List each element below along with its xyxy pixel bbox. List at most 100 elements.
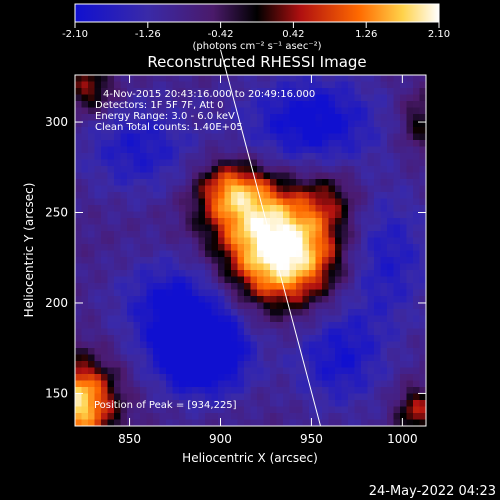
heatmap-pixel (237, 354, 245, 362)
heatmap-pixel (387, 211, 394, 219)
heatmap-pixel (361, 237, 368, 245)
heatmap-pixel (276, 153, 284, 160)
x-tick-label: 950 (300, 432, 323, 446)
heatmap-pixel (120, 94, 128, 102)
heatmap-pixel (413, 140, 420, 147)
heatmap-pixel (244, 101, 251, 108)
heatmap-pixel (276, 296, 284, 303)
heatmap-pixel (211, 335, 219, 342)
heatmap-pixel (296, 140, 303, 147)
heatmap-pixel (335, 315, 342, 323)
heatmap-pixel (296, 114, 303, 121)
heatmap-pixel (315, 172, 323, 180)
heatmap-pixel (224, 179, 232, 186)
heatmap-pixel (302, 153, 310, 160)
heatmap-pixel (380, 127, 388, 134)
heatmap-pixel (283, 88, 290, 95)
heatmap-pixel (250, 257, 258, 264)
heatmap-pixel (335, 393, 342, 401)
heatmap-pixel (114, 198, 121, 206)
heatmap-pixel (114, 94, 121, 102)
heatmap-pixel (127, 322, 134, 329)
heatmap-pixel (315, 198, 323, 206)
heatmap-pixel (198, 302, 206, 310)
heatmap-pixel (400, 341, 407, 349)
heatmap-pixel (380, 257, 388, 264)
heatmap-pixel (166, 283, 173, 290)
heatmap-pixel (361, 348, 368, 355)
heatmap-pixel (400, 406, 407, 414)
heatmap-pixel (387, 244, 394, 251)
heatmap-pixel (309, 380, 316, 388)
heatmap-pixel (153, 257, 160, 264)
heatmap-pixel (393, 367, 401, 375)
heatmap-pixel (328, 257, 336, 264)
heatmap-pixel (179, 348, 186, 355)
heatmap-pixel (146, 218, 154, 225)
heatmap-pixel (101, 328, 108, 336)
heatmap-pixel (101, 205, 108, 212)
heatmap-pixel (218, 270, 225, 277)
heatmap-pixel (244, 127, 251, 134)
heatmap-pixel (205, 302, 212, 310)
heatmap-pixel (302, 276, 310, 284)
heatmap-pixel (289, 231, 297, 238)
heatmap-pixel (224, 335, 232, 342)
heatmap-pixel (75, 198, 82, 206)
heatmap-pixel (133, 107, 141, 115)
heatmap-pixel (361, 419, 368, 427)
heatmap-pixel (361, 185, 368, 193)
heatmap-pixel (224, 166, 232, 173)
heatmap-pixel (107, 419, 115, 427)
heatmap-pixel (218, 133, 225, 141)
heatmap-pixel (387, 127, 394, 134)
heatmap-pixel (185, 276, 193, 284)
heatmap-pixel (120, 315, 128, 323)
heatmap-pixel (140, 309, 147, 316)
heatmap-pixel (289, 354, 297, 362)
heatmap-pixel (257, 302, 264, 310)
heatmap-pixel (159, 133, 167, 141)
heatmap-pixel (81, 315, 89, 323)
heatmap-pixel (205, 211, 212, 219)
heatmap-pixel (146, 257, 154, 264)
heatmap-pixel (101, 81, 108, 89)
heatmap-pixel (406, 127, 414, 134)
heatmap-pixel (94, 315, 102, 323)
heatmap-pixel (94, 374, 102, 381)
heatmap-pixel (354, 231, 362, 238)
heatmap-pixel (328, 367, 336, 375)
heatmap-pixel (146, 354, 154, 362)
heatmap-pixel (374, 107, 381, 115)
heatmap-pixel (127, 172, 134, 180)
heatmap-pixel (361, 94, 368, 102)
heatmap-pixel (114, 302, 121, 310)
heatmap-pixel (75, 270, 82, 277)
heatmap-pixel (257, 335, 264, 342)
heatmap-pixel (218, 419, 225, 427)
heatmap-pixel (198, 367, 206, 375)
heatmap-pixel (159, 348, 167, 355)
heatmap-pixel (374, 205, 381, 212)
heatmap-pixel (322, 114, 329, 121)
heatmap-pixel (179, 354, 186, 362)
heatmap-pixel (348, 302, 355, 310)
heatmap-pixel (276, 315, 284, 323)
heatmap-pixel (393, 354, 401, 362)
heatmap-pixel (309, 400, 316, 407)
heatmap-pixel (315, 185, 323, 193)
heatmap-pixel (172, 348, 180, 355)
heatmap-pixel (302, 127, 310, 134)
heatmap-pixel (218, 185, 225, 193)
heatmap-pixel (263, 120, 271, 128)
heatmap-pixel (302, 185, 310, 193)
heatmap-pixel (341, 179, 349, 186)
heatmap-pixel (237, 276, 245, 284)
heatmap-pixel (172, 413, 180, 420)
heatmap-pixel (114, 257, 121, 264)
heatmap-pixel (419, 400, 427, 407)
heatmap-pixel (367, 289, 375, 297)
heatmap-pixel (250, 231, 258, 238)
heatmap-pixel (419, 263, 427, 271)
heatmap-pixel (380, 309, 388, 316)
